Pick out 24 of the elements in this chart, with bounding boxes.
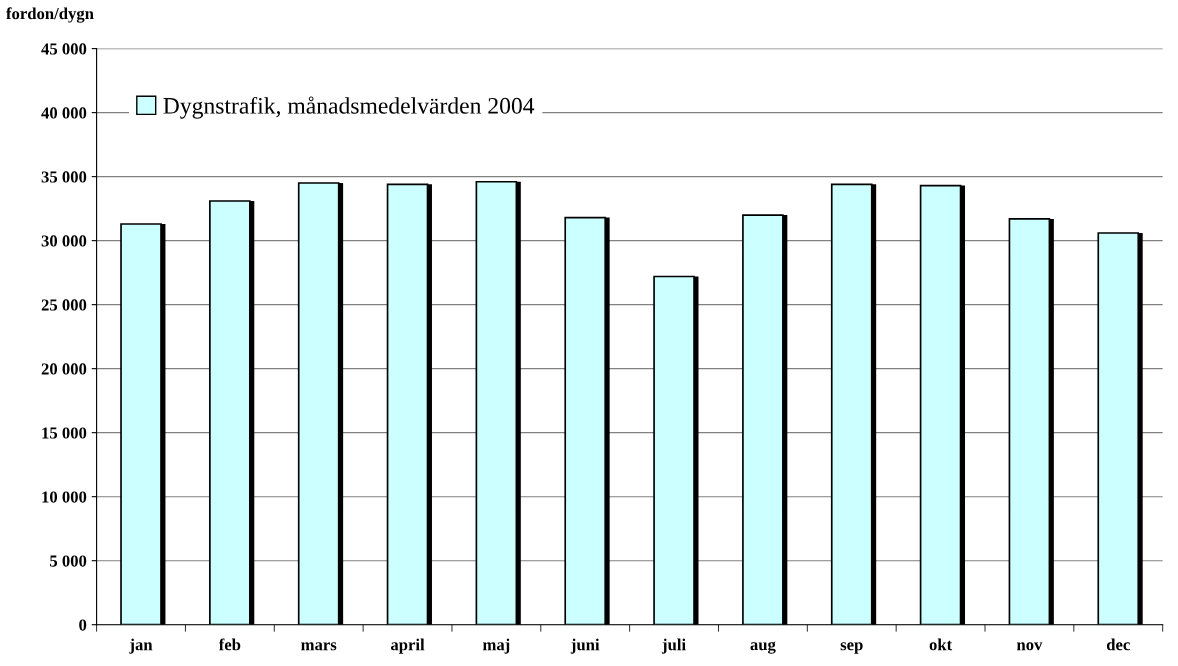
y-tick-label: 0 (79, 619, 87, 631)
x-tick-label: feb (218, 638, 241, 651)
x-tick-label: mars (301, 642, 337, 651)
y-tick-label: 10 000 (42, 491, 87, 503)
x-tick-label: aug (750, 641, 776, 654)
y-tick-label: 5 000 (50, 555, 87, 567)
x-tick-label: maj (482, 638, 510, 654)
y-axis-title: fordon/dygn (6, 7, 94, 23)
legend-label: Dygnstrafik, månadsmedelvärden 2004 (163, 96, 535, 119)
x-tick-label: april (390, 638, 425, 654)
y-tick-label: 30 000 (41, 235, 87, 247)
x-tick-label: juli (661, 638, 686, 654)
x-tick-label: okt (929, 638, 953, 651)
x-tick-label: dec (1106, 638, 1130, 651)
y-tick-label: 35 000 (41, 171, 87, 183)
x-tick-label: sep (840, 642, 863, 654)
x-tick-label: juni (570, 638, 600, 654)
y-tick-label: 40 000 (41, 107, 87, 119)
y-tick-label: 20 000 (41, 363, 87, 375)
x-tick-label: jan (129, 638, 153, 654)
x-tick-label: nov (1016, 642, 1043, 651)
y-tick-label: 15 000 (42, 427, 87, 439)
y-tick-label: 25 000 (41, 299, 87, 311)
y-tick-label: 45 000 (41, 43, 87, 55)
